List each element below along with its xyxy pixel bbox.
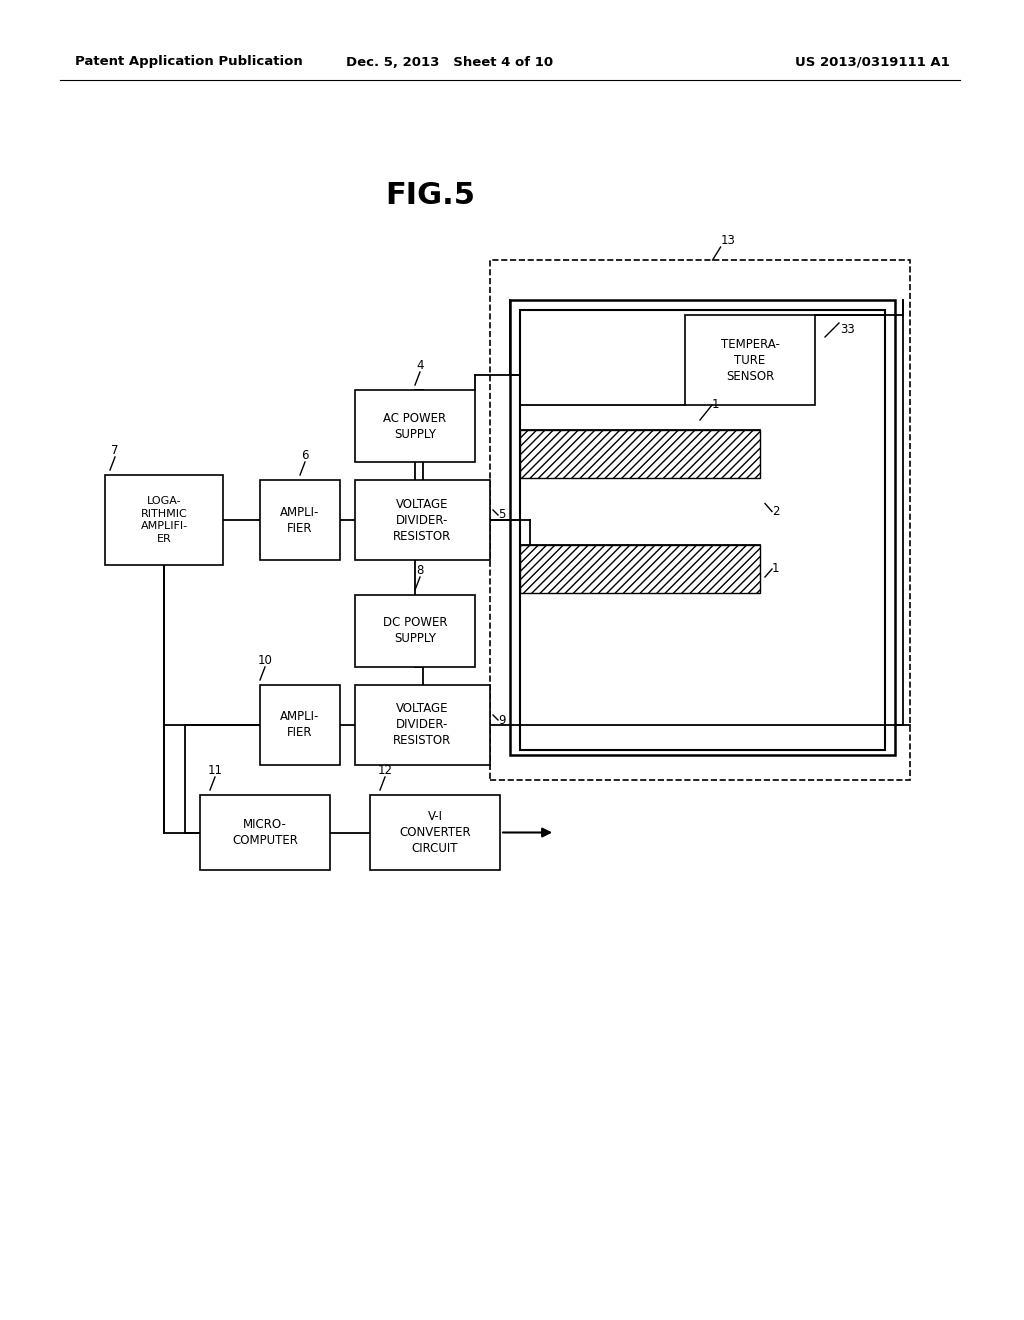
Bar xyxy=(355,595,475,667)
Text: 8: 8 xyxy=(417,564,424,577)
Text: US 2013/0319111 A1: US 2013/0319111 A1 xyxy=(796,55,950,69)
Bar xyxy=(520,310,885,750)
Text: VOLTAGE
DIVIDER-
RESISTOR: VOLTAGE DIVIDER- RESISTOR xyxy=(393,702,452,747)
Bar xyxy=(370,795,500,870)
Text: 10: 10 xyxy=(258,653,272,667)
Text: AMPLI-
FIER: AMPLI- FIER xyxy=(281,710,319,739)
Text: 2: 2 xyxy=(772,506,779,517)
Text: 1: 1 xyxy=(772,562,779,576)
Text: Dec. 5, 2013   Sheet 4 of 10: Dec. 5, 2013 Sheet 4 of 10 xyxy=(346,55,554,69)
Bar xyxy=(520,545,760,593)
Bar xyxy=(260,685,340,766)
Text: 13: 13 xyxy=(721,234,735,247)
Text: 9: 9 xyxy=(498,714,506,726)
Text: VOLTAGE
DIVIDER-
RESISTOR: VOLTAGE DIVIDER- RESISTOR xyxy=(393,498,452,543)
Text: 6: 6 xyxy=(301,449,309,462)
Text: 33: 33 xyxy=(840,323,855,337)
Bar xyxy=(685,315,815,405)
Bar xyxy=(355,685,490,766)
Bar xyxy=(520,430,760,478)
Text: MICRO-
COMPUTER: MICRO- COMPUTER xyxy=(232,818,298,847)
Bar xyxy=(200,795,330,870)
Text: Patent Application Publication: Patent Application Publication xyxy=(75,55,303,69)
Text: 7: 7 xyxy=(112,444,119,457)
Bar xyxy=(490,260,910,780)
Bar xyxy=(105,475,223,565)
Text: V-I
CONVERTER
CIRCUIT: V-I CONVERTER CIRCUIT xyxy=(399,810,471,855)
Text: LOGA-
RITHMIC
AMPLIFI-
ER: LOGA- RITHMIC AMPLIFI- ER xyxy=(140,496,187,544)
Text: AMPLI-
FIER: AMPLI- FIER xyxy=(281,506,319,535)
Text: DC POWER
SUPPLY: DC POWER SUPPLY xyxy=(383,616,447,645)
Bar xyxy=(355,480,490,560)
Bar xyxy=(355,389,475,462)
Text: 11: 11 xyxy=(208,764,222,777)
Text: AC POWER
SUPPLY: AC POWER SUPPLY xyxy=(383,412,446,441)
Text: 5: 5 xyxy=(498,508,506,521)
Text: FIG.5: FIG.5 xyxy=(385,181,475,210)
Bar xyxy=(260,480,340,560)
Text: 4: 4 xyxy=(416,359,424,372)
Text: 1: 1 xyxy=(712,399,720,412)
Text: TEMPERA-
TURE
SENSOR: TEMPERA- TURE SENSOR xyxy=(721,338,779,383)
Text: 12: 12 xyxy=(378,764,392,777)
Bar xyxy=(510,300,895,755)
